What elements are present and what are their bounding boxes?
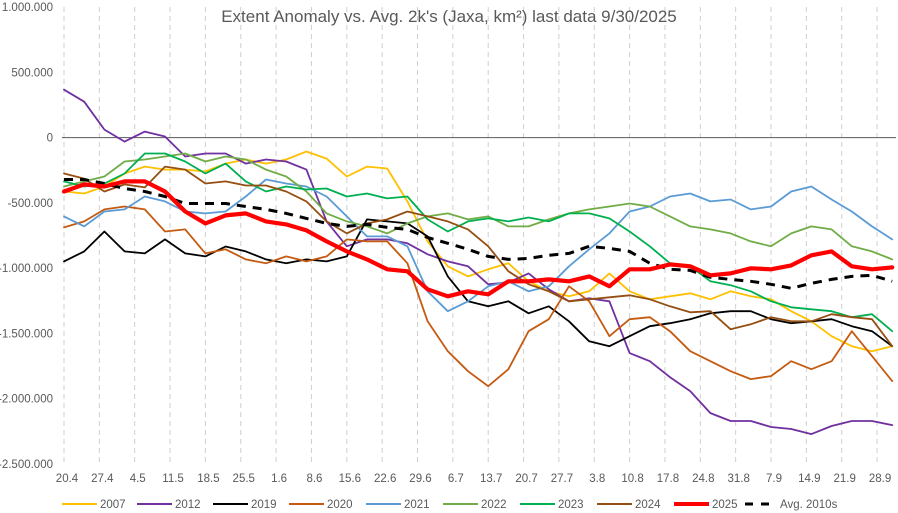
x-tick-label: 11.5 [162,473,184,485]
x-tick-label: 15.6 [339,473,361,485]
x-tick-label: 3.8 [589,473,605,485]
legend-item: 2022 [443,499,507,511]
legend-label: 2022 [481,499,507,511]
legend-item: 2024 [597,499,661,511]
legend-label: 2007 [100,499,126,511]
legend-label: 2012 [175,499,201,511]
legend-label: 2024 [635,499,661,511]
x-tick-label: 10.8 [621,473,643,485]
x-tick-label: 27.7 [551,473,573,485]
x-tick-label: 22.6 [374,473,396,485]
legend-item: Avg. 2010s [745,499,838,511]
x-tick-label: 1.6 [271,473,287,485]
series-line-2020 [63,205,894,388]
x-tick-label: 28.9 [869,473,891,485]
x-tick-label: 7.9 [766,473,782,485]
series-line-2022 [63,152,894,261]
x-tick-label: 21.9 [834,473,856,485]
legend-item: 2021 [366,499,430,511]
series-group [61,88,895,436]
x-tick-label: 6.7 [448,473,464,485]
legend-item: 2020 [289,499,353,511]
x-tick-label: 13.7 [480,473,502,485]
x-axis-ticks: 20.4 27.4 4.5 11.5 18.5 25.5 1.6 8.6 15.6 22.6 29.… [56,473,891,485]
series-line-2012 [63,88,894,436]
x-tick-label: 17.8 [657,473,679,485]
x-tick-label: 4.5 [130,473,146,485]
series-line-2019 [63,218,894,348]
y-tick-label: 0 [47,133,53,145]
y-tick-label: 500.000 [11,67,53,79]
series-line-2024 [63,165,894,348]
y-tick-label: -500.000 [8,198,53,210]
legend-label: 2020 [327,499,353,511]
legend: 2007 2012 2019 2020 2021 2022 2023 2024 2025 Avg.… [62,499,838,511]
y-axis-ticks: 1.000.000 500.000 0 -500.000 -1.000.000 -1.50… [0,2,53,471]
series-line-avg-2010s [64,178,893,290]
x-tick-label: 20.4 [56,473,79,485]
y-tick-label: -1.000.000 [0,263,53,275]
y-tick-label: -2.500.000 [0,459,53,471]
x-tick-label: 18.5 [197,473,219,485]
x-tick-label: 24.8 [692,473,714,485]
legend-item: 2012 [137,499,201,511]
x-tick-label: 8.6 [306,473,322,485]
legend-item: 2025 [674,499,738,511]
legend-item: 2019 [213,499,277,511]
legend-label: Avg. 2010s [780,499,838,511]
x-tick-label: 27.4 [91,473,114,485]
series-line-2025 [61,179,895,299]
legend-label: 2021 [404,499,430,511]
y-tick-label: -2.000.000 [0,394,53,406]
vertical-gridlines [63,7,878,464]
y-tick-label: 1.000.000 [2,2,53,14]
legend-label: 2019 [251,499,277,511]
chart-title: Extent Anomaly vs. Avg. 2k's (Jaxa, km²)… [221,7,677,26]
legend-item: 2007 [62,499,126,511]
x-tick-label: 29.6 [409,473,431,485]
legend-item: 2023 [520,499,584,511]
x-tick-label: 14.9 [798,473,820,485]
legend-label: 2025 [712,499,738,511]
x-tick-label: 31.8 [727,473,749,485]
y-tick-label: -1.500.000 [0,328,53,340]
legend-label: 2023 [558,499,584,511]
x-tick-label: 25.5 [233,473,255,485]
series-line-2023 [63,152,894,333]
x-tick-label: 20.7 [515,473,537,485]
